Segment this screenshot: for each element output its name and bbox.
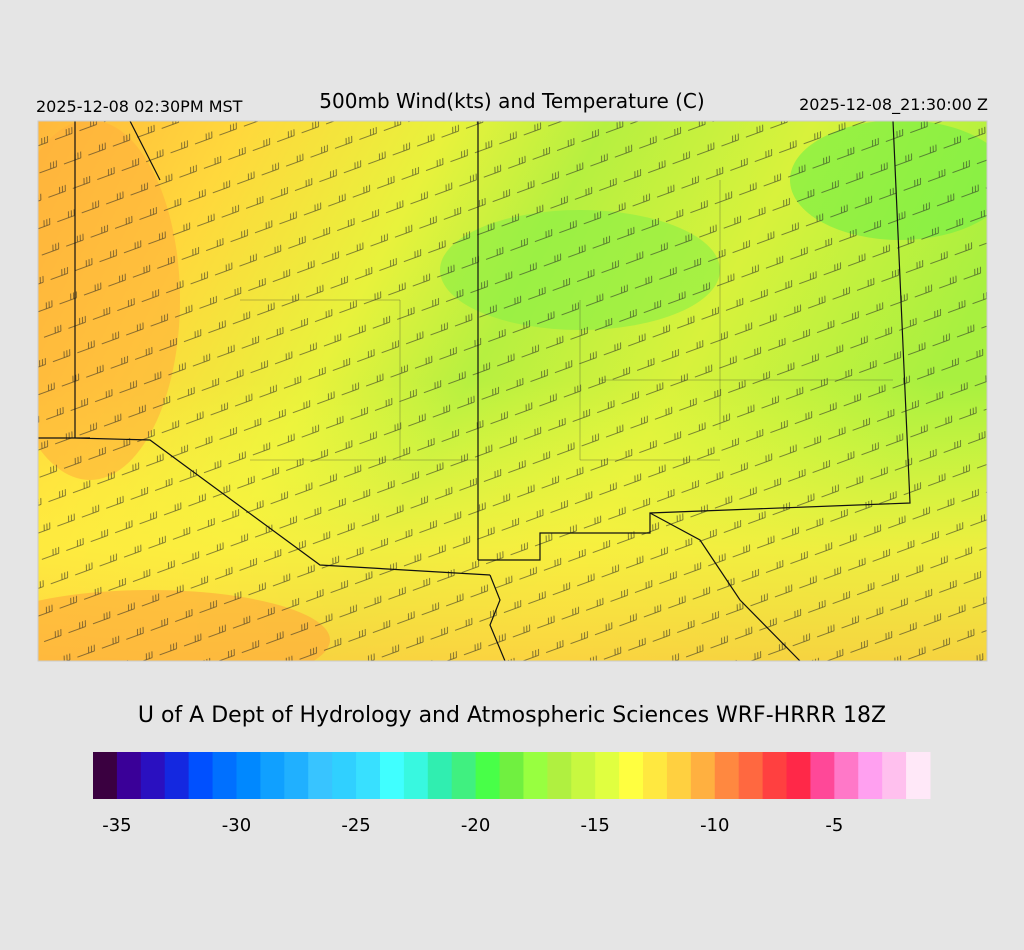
colorbar-box (116, 752, 142, 799)
colorbar-box (332, 752, 357, 799)
colorbar-box (308, 752, 333, 799)
colorbar-tick-label: -10 (700, 815, 729, 836)
valid-time-utc: 2025-12-08_21:30:00 Z (799, 95, 988, 115)
map (38, 121, 987, 661)
colorbar-box (547, 752, 572, 799)
colorbar-box (140, 752, 166, 799)
colorbar-box (858, 752, 883, 799)
colorbar-box (810, 752, 835, 799)
colorbar-tick-label: -35 (102, 815, 131, 836)
colorbar-box (762, 752, 788, 799)
colorbar-box (882, 752, 907, 799)
colorbar-box (906, 752, 931, 799)
colorbar-box (379, 752, 405, 799)
credit: U of A Dept of Hydrology and Atmospheric… (138, 703, 886, 728)
colorbar-box (690, 752, 716, 799)
map-title: 500mb Wind(kts) and Temperature (C) (319, 89, 704, 113)
colorbar-tick-label: -20 (461, 815, 490, 836)
colorbar-box (619, 752, 644, 799)
colorbar-box (236, 752, 261, 799)
colorbar-box (475, 752, 501, 799)
colorbar-box (427, 752, 453, 799)
colorbar-box (260, 752, 285, 799)
colorbar-box (571, 752, 596, 799)
colorbar-box (212, 752, 237, 799)
colorbar-box (714, 752, 740, 799)
colorbar-tick-label: -5 (825, 815, 843, 836)
valid-time-local: 2025-12-08 02:30PM MST (36, 97, 243, 116)
colorbar-tick-label: -30 (222, 815, 251, 836)
colorbar-box (93, 752, 118, 799)
map-frame (37, 120, 988, 662)
colorbar-box (786, 752, 811, 799)
colorbar-box (523, 752, 548, 799)
colorbar-box (738, 752, 764, 799)
colorbar-tick-label: -15 (580, 815, 609, 836)
colorbar-box (666, 752, 692, 799)
colorbar-box (595, 752, 620, 799)
colorbar-box (403, 752, 429, 799)
colorbar-box (188, 752, 214, 799)
colorbar-box (499, 752, 524, 799)
colorbar: -35 -30 -25 -20 -15 -10 -5 (93, 752, 931, 836)
colorbar-box (643, 752, 668, 799)
colorbar-tick-label: -25 (341, 815, 370, 836)
colorbar-box (164, 752, 190, 799)
colorbar-box (451, 752, 477, 799)
county-borders (240, 180, 893, 461)
colorbar-box (834, 752, 859, 799)
state-borders (38, 121, 911, 661)
colorbar-box (284, 752, 309, 799)
colorbar-box (356, 752, 381, 799)
wind-barbs (38, 121, 987, 661)
